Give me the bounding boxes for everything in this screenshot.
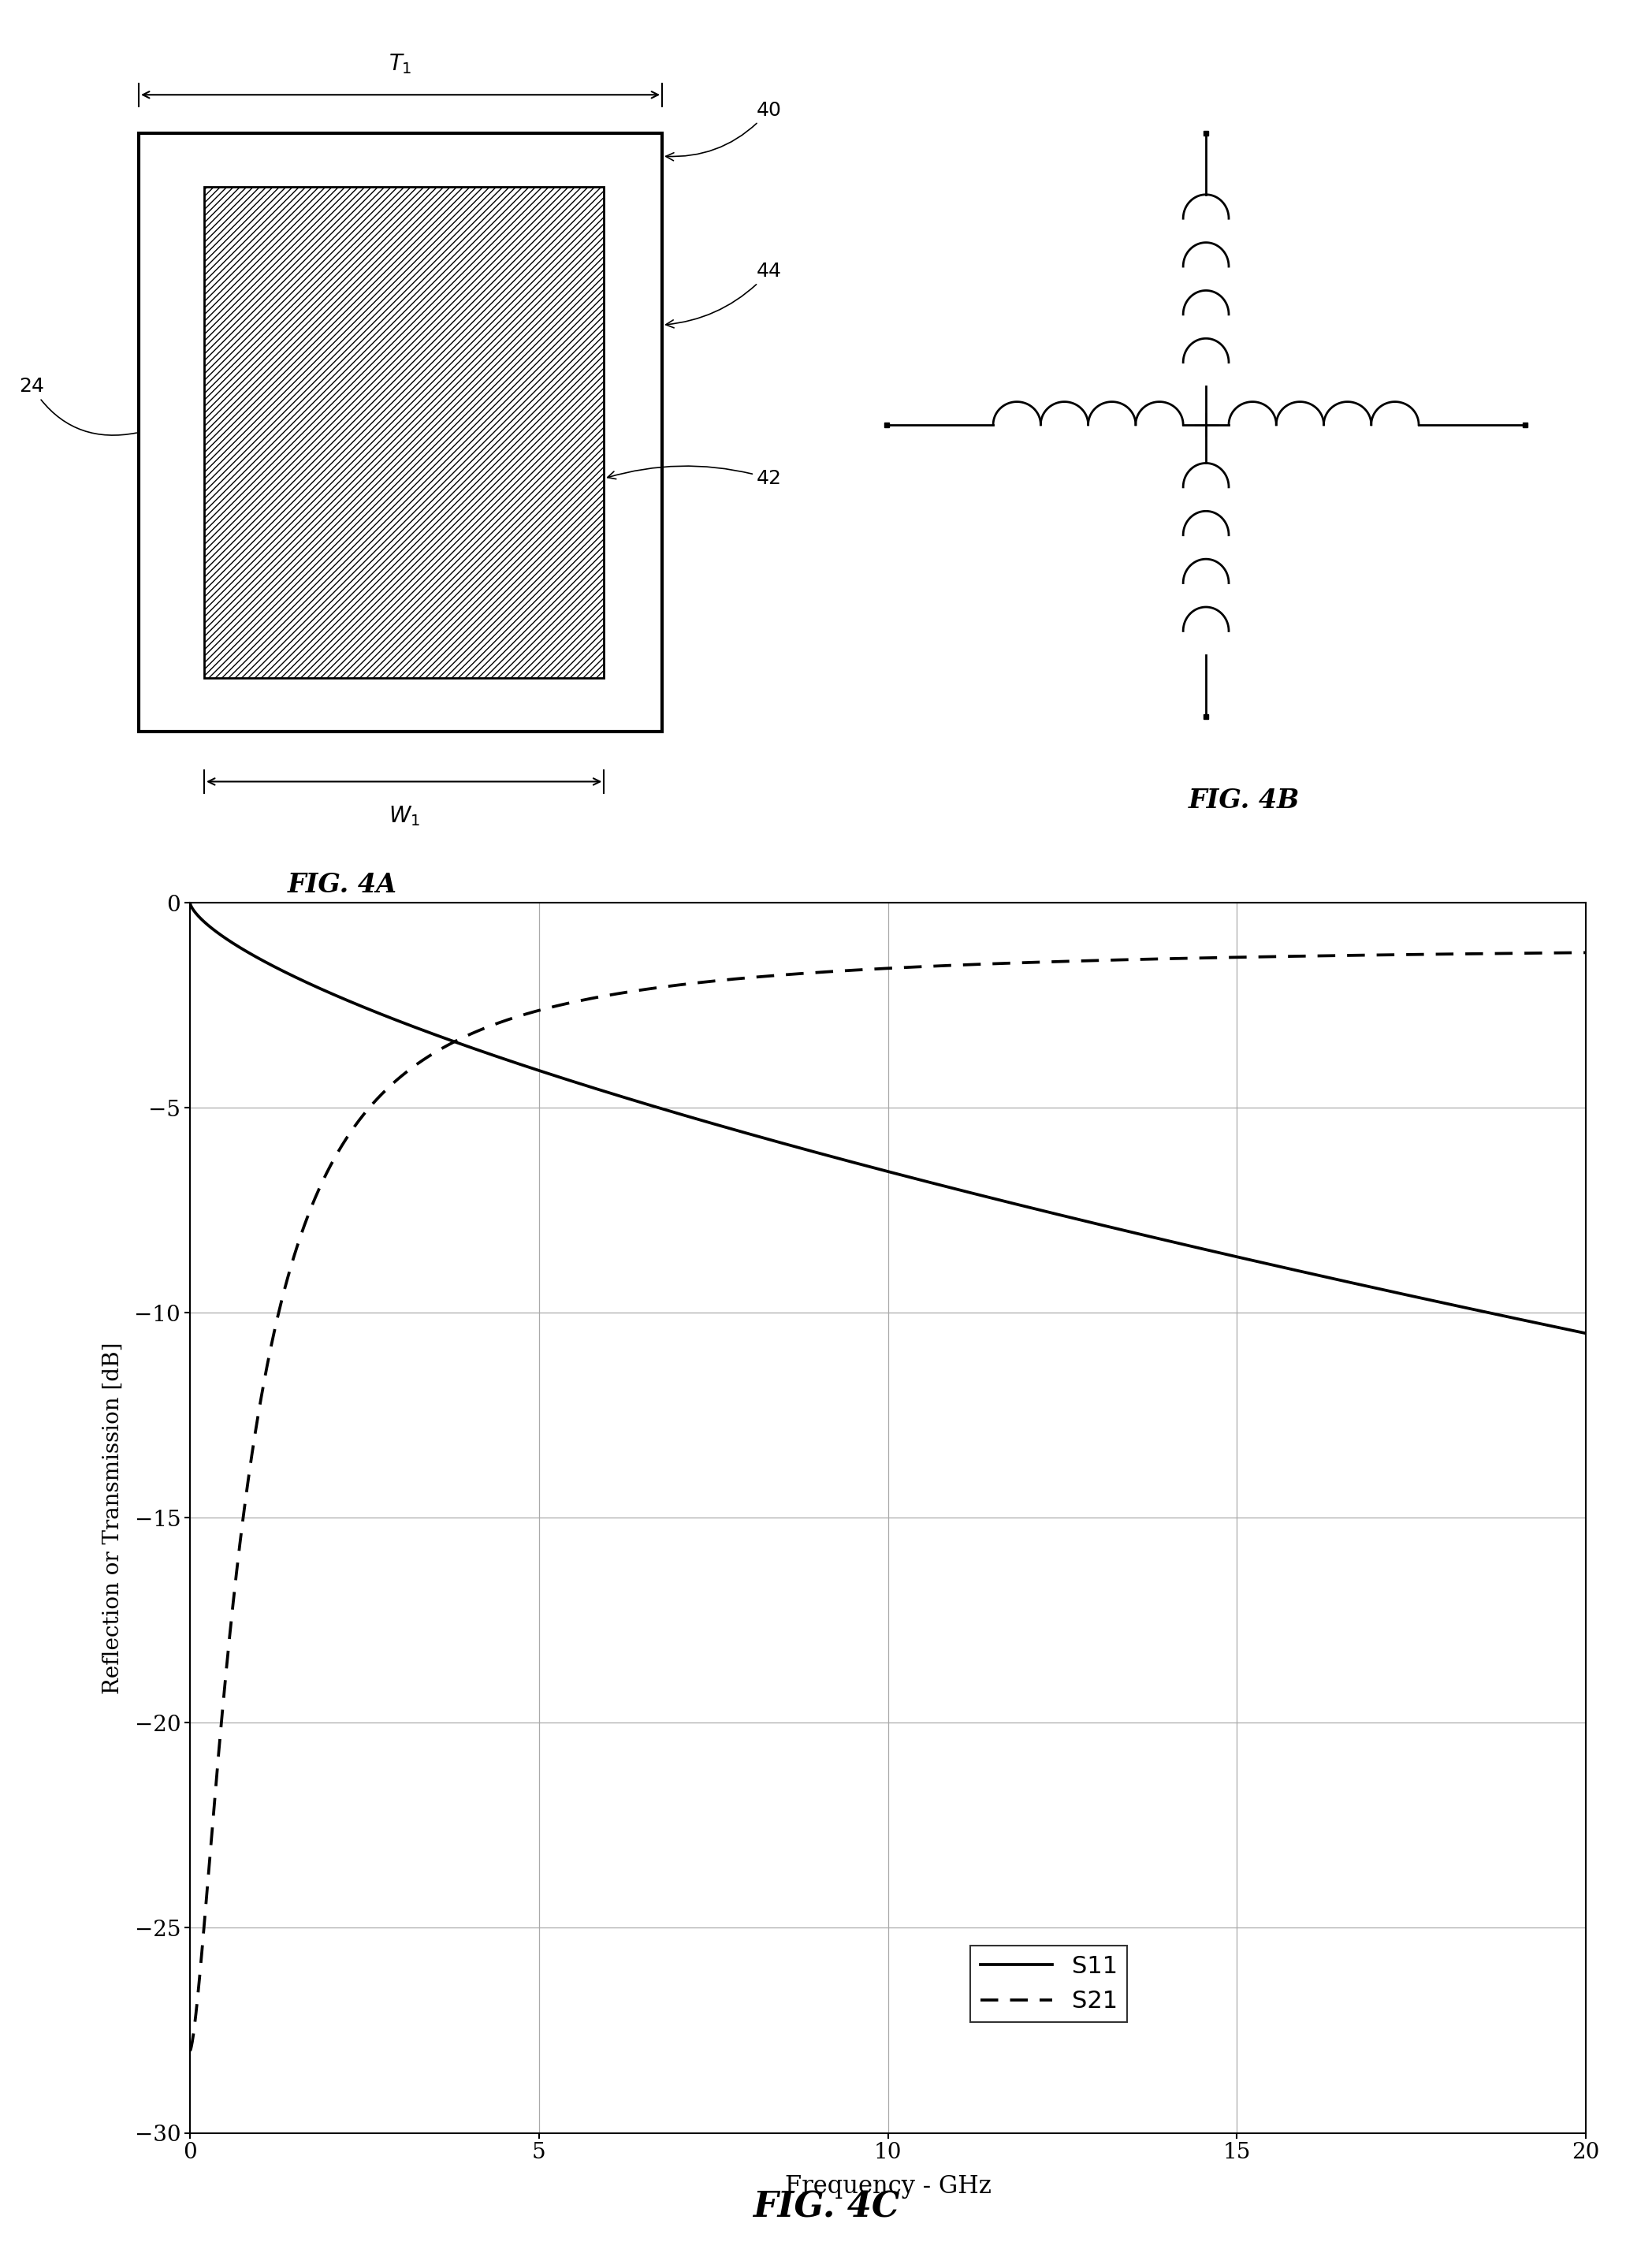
S11 — [1089, 1210, 1108, 1237]
Legend: S11, S21: S11, S21 — [971, 1946, 1127, 2022]
Text: FIG. 4B: FIG. 4B — [1188, 788, 1300, 815]
Text: 40: 40 — [666, 102, 781, 160]
Line: S21: S21 — [190, 952, 1586, 2052]
Text: 42: 42 — [608, 465, 781, 488]
Line: S11: S11 — [190, 903, 1586, 1334]
Text: FIG. 4C: FIG. 4C — [753, 2189, 899, 2225]
S21 — [1328, 941, 1348, 968]
Bar — [205, 187, 605, 677]
X-axis label: Frequency - GHz: Frequency - GHz — [785, 2173, 991, 2198]
S11 — [1222, 1241, 1242, 1268]
Y-axis label: Reflection or Transmission [dB]: Reflection or Transmission [dB] — [102, 1343, 124, 1693]
S21 — [714, 966, 733, 993]
S21 — [1222, 943, 1242, 971]
S21 — [1018, 948, 1037, 975]
Text: 44: 44 — [666, 262, 781, 327]
S11 — [1576, 1320, 1596, 1347]
Text: 24: 24 — [20, 377, 137, 436]
S21 — [434, 1034, 454, 1061]
S11 — [714, 1113, 733, 1140]
S11 — [1018, 1194, 1037, 1221]
Text: $W_1$: $W_1$ — [388, 806, 420, 828]
S11 — [1328, 1266, 1348, 1293]
Text: $T_1$: $T_1$ — [388, 52, 411, 77]
S21 — [1089, 948, 1108, 975]
S11 — [434, 1025, 454, 1052]
Bar — [139, 133, 662, 731]
S11 — [180, 889, 200, 916]
Text: FIG. 4A: FIG. 4A — [287, 871, 396, 898]
S21 — [180, 2038, 200, 2065]
S21 — [1576, 939, 1596, 966]
